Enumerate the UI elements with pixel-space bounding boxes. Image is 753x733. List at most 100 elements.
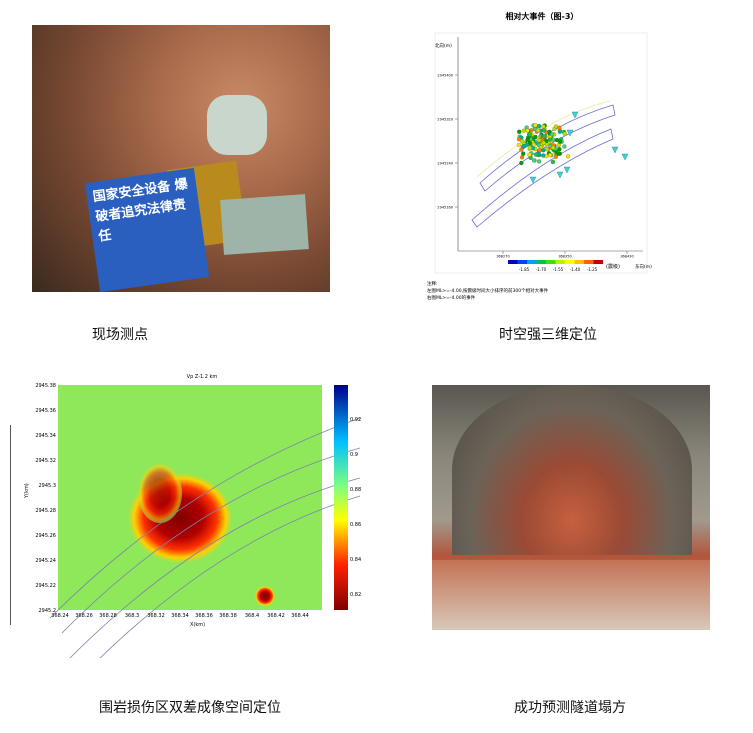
field-site-photo: 国家安全设备 爆破者追究法律责任 bbox=[32, 25, 330, 292]
colorbar-segment bbox=[536, 260, 546, 264]
y-tick-label: 2945.2 bbox=[39, 608, 57, 614]
event-point bbox=[527, 145, 533, 150]
caption-damage-zone: 围岩损伤区双差成像空间定位 bbox=[99, 700, 281, 716]
event-point bbox=[557, 129, 562, 134]
y-tick-label: 2945.38 bbox=[35, 383, 56, 389]
colorbar-tick-label: 0.84 bbox=[350, 557, 361, 563]
event-point bbox=[541, 153, 546, 158]
y-tick-label: 2945.26 bbox=[35, 533, 56, 539]
colorbar-segment bbox=[555, 260, 565, 264]
event-point bbox=[562, 144, 567, 149]
event-point bbox=[557, 125, 562, 130]
colorbar-tick-label: 0.88 bbox=[350, 487, 361, 493]
x-tick-label: 368.26 bbox=[75, 613, 93, 619]
event-point bbox=[550, 132, 555, 137]
y-tick-label: 2945400 bbox=[437, 74, 453, 78]
colorbar-label: (震级) bbox=[606, 263, 620, 270]
event-point bbox=[525, 128, 530, 133]
sensor-marker bbox=[621, 153, 629, 161]
colorbar-segment bbox=[565, 260, 575, 264]
colorbar-segment bbox=[584, 260, 594, 264]
x-tick-label: 368.38 bbox=[219, 613, 237, 619]
event-point bbox=[531, 158, 537, 163]
x-axis-label: X(km) bbox=[190, 622, 205, 628]
event-point bbox=[547, 137, 553, 142]
event-point bbox=[562, 131, 567, 136]
sensor-marker bbox=[556, 171, 564, 179]
colorbar-segment bbox=[517, 260, 527, 264]
caption-collapse-prediction: 成功预测隧道塌方 bbox=[514, 700, 626, 716]
event-point bbox=[527, 132, 532, 137]
sensor-marker bbox=[529, 176, 537, 184]
x-tick-label: 368350 bbox=[558, 255, 571, 259]
event-point bbox=[565, 154, 571, 159]
x-tick-label: 368.44 bbox=[291, 613, 309, 619]
colorbar bbox=[334, 385, 348, 610]
event-point bbox=[554, 150, 559, 155]
event-point bbox=[536, 159, 542, 164]
y-tick-label: 2945.32 bbox=[35, 458, 56, 464]
event-point bbox=[517, 129, 522, 134]
event-point bbox=[520, 155, 525, 160]
y-tick-label: 2945320 bbox=[437, 118, 453, 122]
colorbar-tick-label: 0.92 bbox=[350, 417, 361, 423]
x-tick-label: 368.32 bbox=[147, 613, 165, 619]
colorbar-segment bbox=[508, 260, 518, 264]
low-velocity-spot bbox=[255, 586, 275, 606]
event-point bbox=[536, 138, 542, 143]
colorbar-tick-label: 0.9 bbox=[350, 452, 358, 458]
debris-pile bbox=[432, 560, 710, 630]
event-point bbox=[521, 144, 526, 149]
tunnel-lines bbox=[49, 417, 361, 658]
x-tick-label: 368.36 bbox=[195, 613, 213, 619]
chart-title: Vp Z-1.2 km bbox=[187, 374, 218, 380]
y-tick-label: 2945.3 bbox=[39, 483, 57, 489]
note-title: 注释: bbox=[427, 280, 438, 287]
event-point bbox=[516, 137, 522, 142]
event-point bbox=[535, 128, 541, 133]
x-tick-label: 368.42 bbox=[267, 613, 285, 619]
sensor-marker bbox=[571, 111, 579, 119]
caption-3d-location: 时空强三维定位 bbox=[499, 327, 597, 343]
plot-frame bbox=[434, 32, 648, 274]
x-tick-label: 368.28 bbox=[99, 613, 117, 619]
sensor-marker bbox=[563, 166, 571, 174]
divider bbox=[10, 425, 11, 625]
event-point bbox=[544, 147, 550, 152]
event-point bbox=[550, 159, 556, 165]
event-point bbox=[553, 154, 558, 159]
tunnel-collapse-photo bbox=[432, 385, 710, 630]
event-point bbox=[521, 128, 526, 133]
x-tick-label: 368430 bbox=[620, 255, 633, 259]
x-tick-label: 368.24 bbox=[51, 613, 69, 619]
y-tick-label: 2945.34 bbox=[35, 433, 56, 439]
warning-sign: 国家安全设备 爆破者追究法律责任 bbox=[84, 167, 210, 292]
colorbar-tick-label: 0.82 bbox=[350, 592, 361, 598]
colorbar-tick-label: -1.25 bbox=[587, 267, 598, 272]
x-tick-label: 368.34 bbox=[171, 613, 189, 619]
bag bbox=[207, 95, 267, 155]
colorbar-segment bbox=[593, 260, 603, 264]
sensor-marker bbox=[611, 146, 619, 154]
event-point bbox=[541, 128, 547, 133]
event-point bbox=[521, 151, 526, 156]
package bbox=[220, 194, 309, 255]
event-point bbox=[557, 147, 562, 152]
event-point bbox=[557, 139, 563, 144]
y-axis-label: 北向(m) bbox=[435, 42, 452, 49]
event-point bbox=[542, 134, 547, 139]
event-point bbox=[527, 152, 532, 157]
event-point bbox=[525, 137, 530, 143]
note-line-1: 左图ML>=-4.00,按震级时间大小排序的前300个相对大事件 bbox=[427, 287, 549, 294]
colorbar-tick-label: 0.86 bbox=[350, 522, 361, 528]
event-point bbox=[537, 148, 542, 153]
sensor-marker bbox=[566, 129, 574, 137]
event-point bbox=[551, 145, 556, 150]
x-tick-label: 368.3 bbox=[125, 613, 139, 619]
y-tick-label: 2945.36 bbox=[35, 408, 56, 414]
chart-title: 相对大事件（图-3） bbox=[506, 11, 579, 21]
colorbar-tick-label: -1.70 bbox=[536, 267, 547, 272]
tunnel-arch bbox=[452, 385, 692, 555]
event-point bbox=[527, 140, 532, 145]
event-point bbox=[547, 152, 553, 158]
